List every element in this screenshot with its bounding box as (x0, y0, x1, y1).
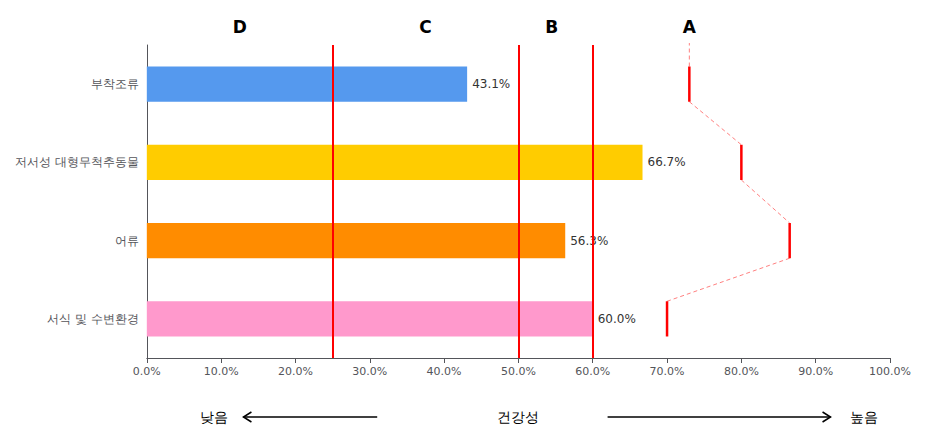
svg-text:70.0%: 70.0% (650, 365, 685, 378)
svg-text:40.0%: 40.0% (427, 365, 462, 378)
svg-text:56.3%: 56.3% (570, 234, 608, 248)
svg-text:높음: 높음 (850, 409, 878, 425)
svg-text:100.0%: 100.0% (869, 365, 911, 378)
svg-text:서식 및 수변환경: 서식 및 수변환경 (47, 312, 139, 326)
svg-text:80.0%: 80.0% (724, 365, 759, 378)
svg-text:20.0%: 20.0% (278, 365, 313, 378)
svg-text:43.1%: 43.1% (472, 77, 510, 91)
svg-text:C: C (419, 17, 431, 37)
svg-text:B: B (545, 17, 558, 37)
svg-text:0.0%: 0.0% (133, 365, 161, 378)
svg-text:30.0%: 30.0% (352, 365, 387, 378)
svg-text:어류: 어류 (115, 234, 139, 248)
svg-text:A: A (683, 17, 697, 37)
svg-text:60.0%: 60.0% (598, 312, 636, 326)
svg-text:부착조류: 부착조류 (91, 77, 139, 91)
svg-text:60.0%: 60.0% (575, 365, 610, 378)
svg-text:저서성 대형무척추동물: 저서성 대형무척추동물 (15, 155, 139, 169)
svg-text:50.0%: 50.0% (501, 365, 536, 378)
svg-text:10.0%: 10.0% (204, 365, 239, 378)
svg-text:D: D (233, 17, 247, 37)
svg-text:90.0%: 90.0% (798, 365, 833, 378)
svg-text:건강성: 건강성 (497, 409, 539, 425)
svg-text:66.7%: 66.7% (648, 155, 686, 169)
svg-text:낮음: 낮음 (200, 409, 228, 425)
